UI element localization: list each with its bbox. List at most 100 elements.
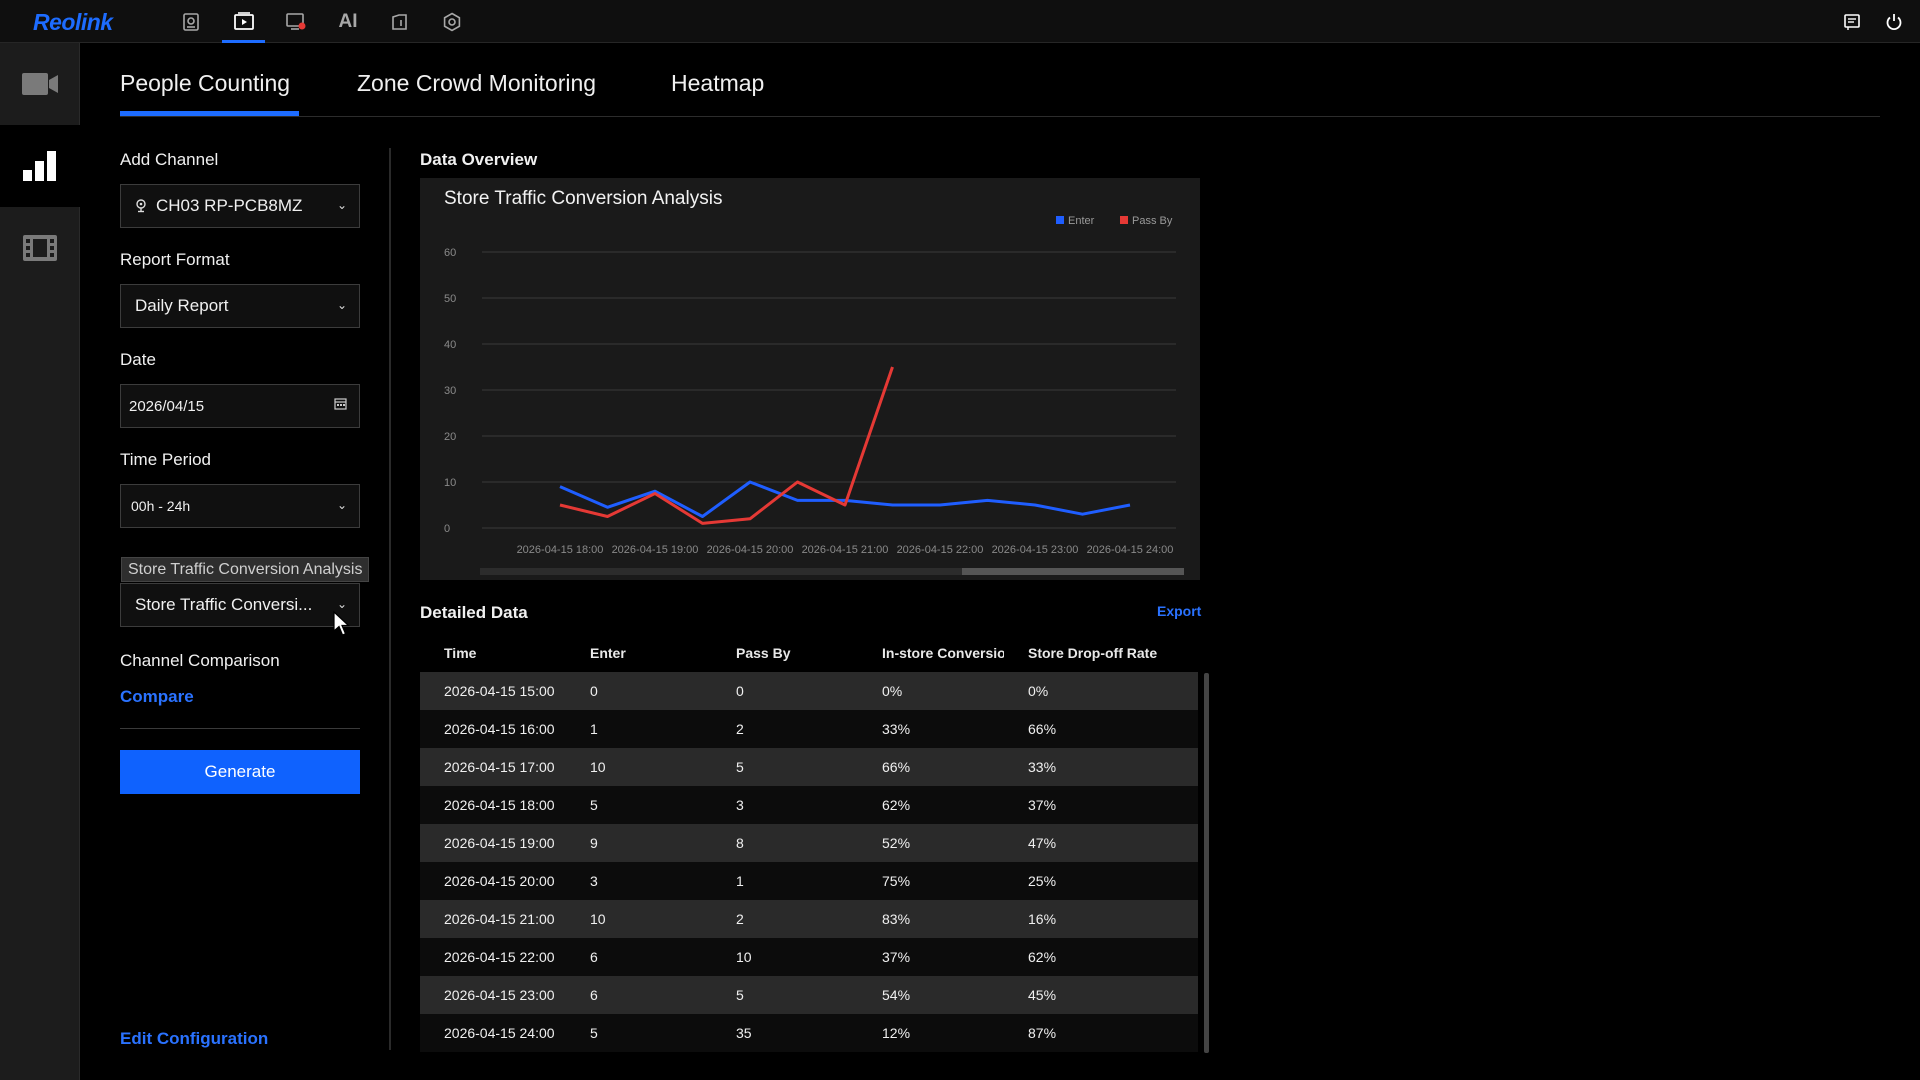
tab-people-counting[interactable]: People Counting [120,70,291,96]
table-body: 2026-04-15 15:00 0 0 0% 0% 2026-04-15 16:00 1 2… [420,672,1198,1052]
cell-conversion: 33% [882,721,911,737]
playback-icon[interactable] [230,8,258,36]
cell-enter: 6 [590,949,598,965]
compare-link[interactable]: Compare [120,687,194,706]
cell-conversion: 12% [882,1025,911,1041]
power-icon[interactable] [1880,8,1908,36]
settings-icon[interactable] [438,8,466,36]
ai-icon[interactable]: AI [334,8,362,36]
alarm-icon[interactable] [282,8,310,36]
tab-zone-crowd-monitoring[interactable]: Zone Crowd Monitoring [357,70,597,96]
active-nav-underline [222,40,265,43]
table-row[interactable]: 2026-04-15 21:00 10 2 83% 16% [420,900,1198,938]
cell-conversion: 52% [882,835,911,851]
date-input[interactable]: 2026/04/15 [120,384,360,428]
panel-separator [389,148,391,1050]
chart-panel: Store Traffic Conversion Analysis 0 10 20 30… [420,178,1200,580]
column-header-pass-by: Pass By [736,645,791,661]
table-scrollbar[interactable] [1204,673,1209,1053]
cell-pass-by: 2 [736,721,744,737]
cell-pass-by: 5 [736,987,744,1003]
live-view-icon[interactable] [177,8,205,36]
cell-drop-off: 33% [1028,759,1057,775]
cell-pass-by: 35 [736,1025,752,1041]
cell-enter: 6 [590,987,598,1003]
cell-time: 2026-04-15 19:00 [444,835,555,851]
column-header-conversion: In-store Conversion... [882,645,1004,661]
cell-enter: 5 [590,1025,598,1041]
file-icon[interactable] [386,8,414,36]
table-header: Time Enter Pass By In-store Conversion..… [420,634,1198,672]
table-row[interactable]: 2026-04-15 20:00 3 1 75% 25% [420,862,1198,900]
channel-comparison-label: Channel Comparison [120,651,280,670]
form-divider [120,728,360,729]
table-row[interactable]: 2026-04-15 24:00 5 35 12% 87% [420,1014,1198,1052]
channel-select[interactable]: CH03 RP-PCB8MZ ⌄ [120,184,360,228]
cell-time: 2026-04-15 23:00 [444,987,555,1003]
camera-small-icon [135,199,147,213]
cell-pass-by: 1 [736,873,744,889]
column-header-enter: Enter [590,645,626,661]
chart-title: Store Traffic Conversion Analysis [444,188,722,209]
sidebar-item-reports[interactable] [0,125,80,207]
legend-label-enter: Enter [1068,215,1095,227]
log-icon[interactable] [1838,8,1866,36]
time-period-select[interactable]: 00h - 24h ⌄ [120,484,360,528]
cell-pass-by: 10 [736,949,752,965]
table-row[interactable]: 2026-04-15 19:00 9 8 52% 47% [420,824,1198,862]
report-format-value: Daily Report [135,296,229,315]
analysis-dimension-select[interactable]: Store Traffic Conversi... ⌄ [120,583,360,627]
column-header-time: Time [444,645,477,661]
y-tick-label: 0 [444,523,450,535]
legend-label-pass-by: Pass By [1132,215,1173,227]
chart-scrollbar-thumb[interactable] [962,568,1184,575]
report-format-select[interactable]: Daily Report ⌄ [120,284,360,328]
x-tick-label: 2026-04-15 20:00 [707,544,794,556]
column-header-drop-off: Store Drop-off Rate [1028,645,1158,661]
ai-label: AI [338,11,358,32]
cell-conversion: 75% [882,873,911,889]
calendar-icon[interactable] [334,397,347,413]
film-icon [23,235,57,261]
sidebar-item-recordings[interactable] [0,207,80,289]
sidebar-item-live[interactable] [0,43,80,125]
mouse-cursor-icon [333,610,351,642]
cell-enter: 9 [590,835,598,851]
detailed-data-table: Time Enter Pass By In-store Conversion..… [420,634,1198,1052]
cell-pass-by: 0 [736,683,744,699]
cell-conversion: 66% [882,759,911,775]
report-format-label: Report Format [120,250,230,269]
date-label: Date [120,350,156,369]
legend-swatch-pass-by [1120,216,1128,224]
time-period-label: Time Period [120,450,212,469]
reolink-logo: Reolink [33,9,113,35]
table-row[interactable]: 2026-04-15 15:00 0 0 0% 0% [420,672,1198,710]
table-row[interactable]: 2026-04-15 22:00 6 10 37% 62% [420,938,1198,976]
y-tick-label: 10 [444,477,456,489]
x-tick-label: 2026-04-15 23:00 [992,544,1079,556]
cell-time: 2026-04-15 21:00 [444,911,555,927]
channel-value: CH03 RP-PCB8MZ [156,196,303,215]
x-tick-label: 2026-04-15 18:00 [517,544,604,556]
table-row[interactable]: 2026-04-15 16:00 1 2 33% 66% [420,710,1198,748]
y-tick-label: 20 [444,431,456,443]
cell-pass-by: 8 [736,835,744,851]
table-row[interactable]: 2026-04-15 23:00 6 5 54% 45% [420,976,1198,1014]
export-link[interactable]: Export [1157,603,1202,619]
data-overview-title: Data Overview [420,150,538,169]
y-tick-label: 50 [444,293,456,305]
cell-drop-off: 25% [1028,873,1057,889]
cell-drop-off: 16% [1028,911,1057,927]
generate-button[interactable]: Generate [120,750,360,794]
active-tab-underline [120,111,299,116]
cell-drop-off: 66% [1028,721,1057,737]
tab-heatmap[interactable]: Heatmap [671,70,765,96]
edit-configuration-link[interactable]: Edit Configuration [120,1029,269,1048]
cell-time: 2026-04-15 16:00 [444,721,555,737]
cell-time: 2026-04-15 24:00 [444,1025,555,1041]
y-tick-label: 30 [444,385,456,397]
table-row[interactable]: 2026-04-15 17:00 10 5 66% 33% [420,748,1198,786]
table-row[interactable]: 2026-04-15 18:00 5 3 62% 37% [420,786,1198,824]
cell-drop-off: 87% [1028,1025,1057,1041]
cell-drop-off: 62% [1028,949,1057,965]
